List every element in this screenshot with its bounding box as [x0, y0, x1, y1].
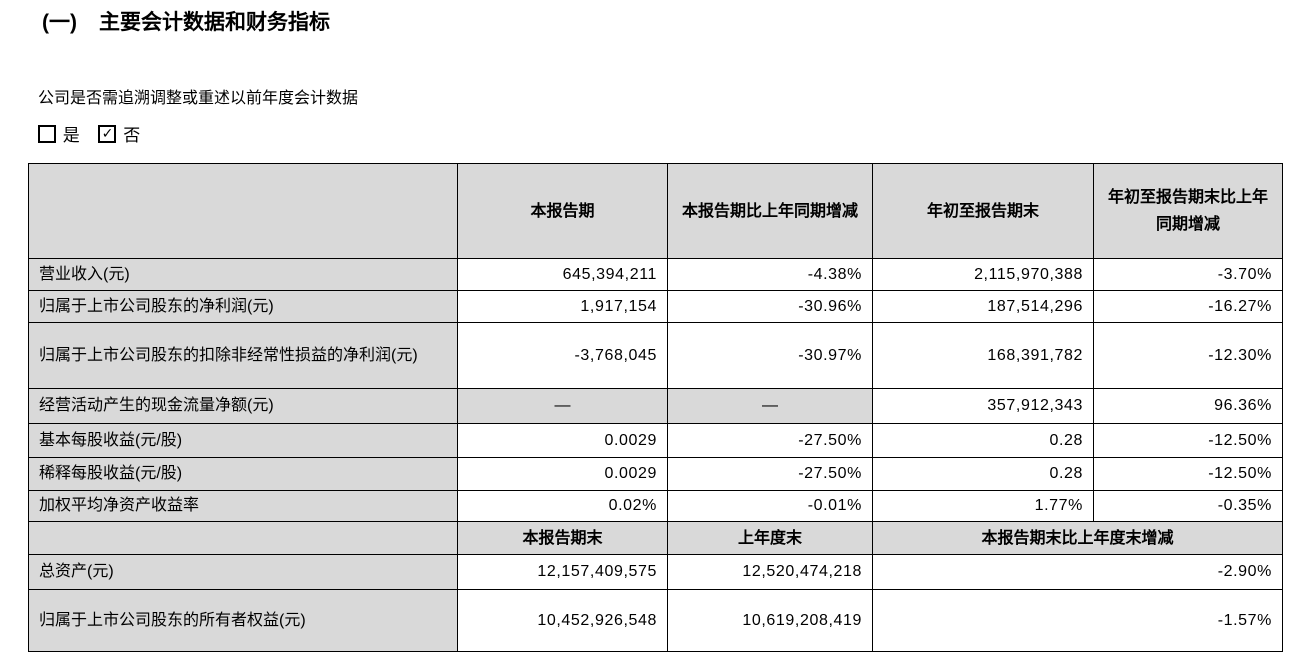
value-cell: -12.30%: [1093, 322, 1283, 389]
row-label-cell: 加权平均净资产收益率: [28, 490, 458, 522]
row-label-cell: 稀释每股收益(元/股): [28, 457, 458, 491]
header-cell-current-vs-prior-year: 本报告期比上年同期增减: [667, 163, 873, 259]
value-cell: -12.50%: [1093, 423, 1283, 458]
value-cell: -3.70%: [1093, 258, 1283, 291]
checkbox-no-icon checkmark-icon: ✓: [98, 125, 117, 143]
row-label-cell: 总资产(元): [28, 554, 458, 590]
value-cell: 10,619,208,419: [667, 589, 873, 652]
value-cell: -27.50%: [667, 423, 873, 458]
page-title: (一) 主要会计数据和财务指标: [42, 6, 330, 36]
value-cell-na: —: [457, 388, 668, 424]
value-cell: 1,917,154: [457, 290, 668, 323]
section-title-text: 主要会计数据和财务指标: [99, 11, 330, 34]
value-cell: -27.50%: [667, 457, 873, 491]
value-cell: 2,115,970,388: [872, 258, 1094, 291]
checkbox-no-label: 否: [123, 126, 141, 145]
value-cell: -30.97%: [667, 322, 873, 389]
value-cell: -4.38%: [667, 258, 873, 291]
table-row: 基本每股收益(元/股) 0.0029 -27.50% 0.28 -12.50%: [28, 423, 1283, 458]
value-cell: 0.0029: [457, 457, 668, 491]
checkbox-yes-label: 是: [62, 126, 80, 145]
value-cell: -3,768,045: [457, 322, 668, 389]
value-cell: 0.02%: [457, 490, 668, 522]
value-cell: -12.50%: [1093, 457, 1283, 491]
subheader-cell-period-vs-prior-year-end: 本报告期末比上年度末增减: [872, 521, 1283, 555]
value-cell: 0.28: [872, 457, 1094, 491]
header-cell-empty: [28, 163, 458, 259]
value-cell: -2.90%: [872, 554, 1283, 590]
row-label-cell: 经营活动产生的现金流量净额(元): [28, 388, 458, 424]
header-cell-ytd-vs-prior-year: 年初至报告期末比上年同期增减: [1093, 163, 1283, 259]
table-row: 归属于上市公司股东的净利润(元) 1,917,154 -30.96% 187,5…: [28, 290, 1283, 323]
value-cell: 12,157,409,575: [457, 554, 668, 590]
row-label-cell: 基本每股收益(元/股): [28, 423, 458, 458]
value-cell: -30.96%: [667, 290, 873, 323]
row-label-cell: 归属于上市公司股东的所有者权益(元): [28, 589, 458, 652]
value-cell: 10,452,926,548: [457, 589, 668, 652]
table-row: 总资产(元) 12,157,409,575 12,520,474,218 -2.…: [28, 554, 1283, 590]
table-row: 营业收入(元) 645,394,211 -4.38% 2,115,970,388…: [28, 258, 1283, 291]
header-cell-year-to-date: 年初至报告期末: [872, 163, 1094, 259]
header-cell-current-period: 本报告期: [457, 163, 668, 259]
table-row: 加权平均净资产收益率 0.02% -0.01% 1.77% -0.35%: [28, 490, 1283, 522]
table-row: 归属于上市公司股东的所有者权益(元) 10,452,926,548 10,619…: [28, 589, 1283, 652]
checkbox-no: ✓ 否: [98, 121, 140, 146]
row-label-cell: 归属于上市公司股东的净利润(元): [28, 290, 458, 323]
section-number: (一): [42, 11, 77, 34]
value-cell: 168,391,782: [872, 322, 1094, 389]
financial-indicators-table: 本报告期 本报告期比上年同期增减 年初至报告期末 年初至报告期末比上年同期增减 …: [28, 163, 1283, 652]
restatement-question-text: 公司是否需追溯调整或重述以前年度会计数据: [38, 90, 359, 107]
checkbox-yes-icon: [38, 125, 56, 143]
value-cell-na: —: [667, 388, 873, 424]
value-cell: -0.01%: [667, 490, 873, 522]
value-cell: 0.28: [872, 423, 1094, 458]
value-cell: 96.36%: [1093, 388, 1283, 424]
value-cell: -16.27%: [1093, 290, 1283, 323]
value-cell: 0.0029: [457, 423, 668, 458]
value-cell: 645,394,211: [457, 258, 668, 291]
value-cell: 12,520,474,218: [667, 554, 873, 590]
value-cell: 187,514,296: [872, 290, 1094, 323]
table-row: 稀释每股收益(元/股) 0.0029 -27.50% 0.28 -12.50%: [28, 457, 1283, 491]
checkbox-yes: 是: [38, 121, 80, 146]
subheader-cell-end-of-period: 本报告期末: [457, 521, 668, 555]
value-cell: -1.57%: [872, 589, 1283, 652]
restatement-answer-row: 是 ✓ 否: [38, 121, 154, 146]
value-cell: 1.77%: [872, 490, 1094, 522]
table-row: 经营活动产生的现金流量净额(元) — — 357,912,343 96.36%: [28, 388, 1283, 424]
table-header-row: 本报告期 本报告期比上年同期增减 年初至报告期末 年初至报告期末比上年同期增减: [28, 163, 1283, 259]
value-cell: 357,912,343: [872, 388, 1094, 424]
row-label-cell: 归属于上市公司股东的扣除非经常性损益的净利润(元): [28, 322, 458, 389]
table-row: 归属于上市公司股东的扣除非经常性损益的净利润(元) -3,768,045 -30…: [28, 322, 1283, 389]
table-subheader-row: 本报告期末 上年度末 本报告期末比上年度末增减: [28, 521, 1283, 555]
value-cell: -0.35%: [1093, 490, 1283, 522]
subheader-cell-empty: [28, 521, 458, 555]
subheader-cell-end-of-prior-year: 上年度末: [667, 521, 873, 555]
row-label-cell: 营业收入(元): [28, 258, 458, 291]
